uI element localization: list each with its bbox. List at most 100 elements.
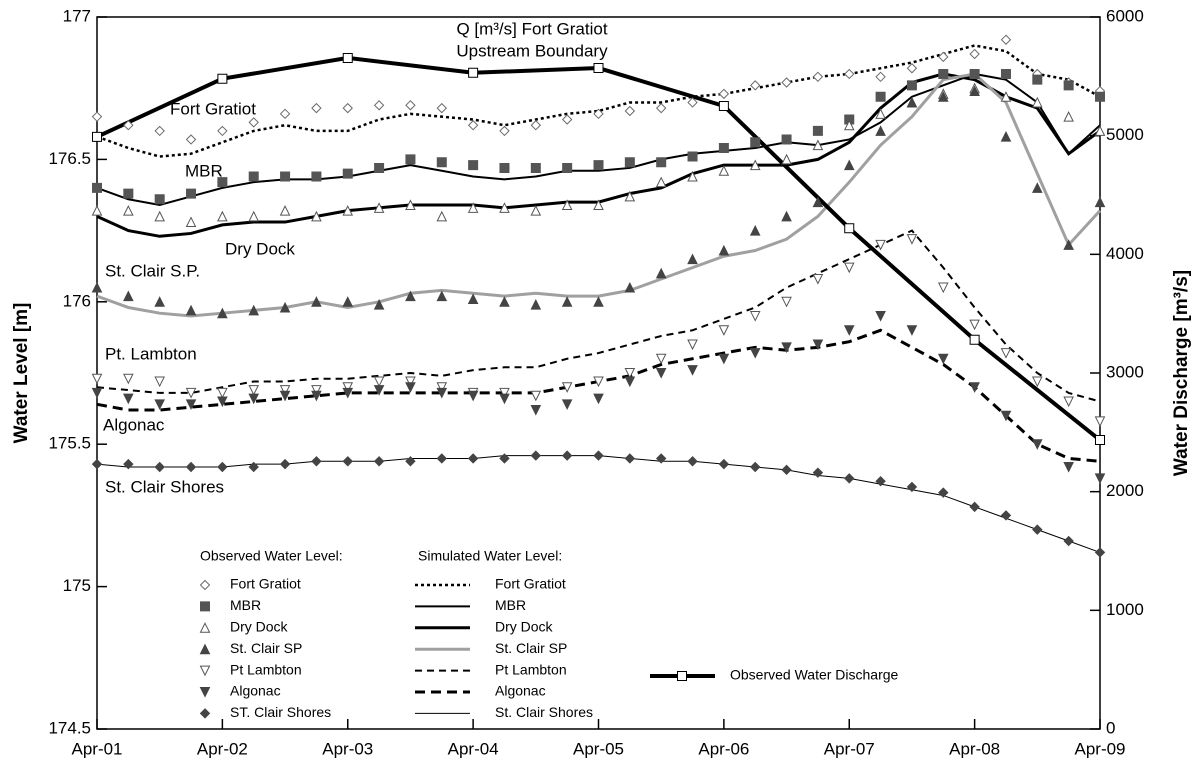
data-point <box>248 117 259 128</box>
y2-tick-label: 4000 <box>1106 244 1144 263</box>
data-point <box>812 71 824 83</box>
data-point <box>906 63 918 74</box>
data-point <box>969 501 980 513</box>
legend-label: Pt Lambton <box>495 661 567 677</box>
data-point <box>248 304 260 316</box>
data-point <box>154 376 165 388</box>
data-point <box>91 281 103 293</box>
x-tick-label: Apr-08 <box>949 739 1000 758</box>
data-point <box>655 353 667 365</box>
data-point <box>217 396 228 408</box>
data-point <box>687 151 698 162</box>
data-point <box>91 205 103 216</box>
data-point <box>405 456 416 467</box>
data-point <box>311 456 322 467</box>
data-point <box>718 244 730 256</box>
data-point <box>373 385 385 396</box>
data-point <box>1000 91 1012 102</box>
data-point <box>1032 376 1043 388</box>
data-point <box>123 188 134 199</box>
data-point <box>812 467 824 478</box>
data-point <box>248 461 259 473</box>
data-point <box>875 91 886 102</box>
data-point <box>154 194 165 205</box>
data-point <box>781 153 792 165</box>
annotation: MBR <box>185 161 223 180</box>
data-point <box>217 307 228 319</box>
data-point <box>843 325 855 336</box>
data-point <box>530 299 542 310</box>
x-tick-label: Apr-05 <box>573 739 624 758</box>
data-point <box>154 461 165 473</box>
data-point <box>624 368 636 379</box>
legend-marker <box>199 708 211 719</box>
data-point <box>342 102 353 114</box>
series-line <box>96 229 1101 403</box>
data-point <box>217 125 228 137</box>
legend-label: Fort Gratiot <box>495 576 566 592</box>
data-point <box>561 450 573 461</box>
annotation: Algonac <box>103 415 165 434</box>
data-point <box>812 339 824 351</box>
data-point <box>812 274 824 285</box>
data-point <box>217 177 228 188</box>
legend-marker <box>199 643 211 655</box>
data-point <box>92 131 102 142</box>
y-tick-label: 176 <box>63 291 91 310</box>
legend-label: St. Clair SP <box>230 640 302 656</box>
data-point <box>561 296 573 307</box>
y2-tick-label: 2000 <box>1106 481 1144 500</box>
data-point <box>937 282 949 294</box>
y-tick-label: 176.5 <box>48 149 91 168</box>
data-point <box>1094 196 1106 208</box>
data-point <box>561 114 573 125</box>
data-point <box>1063 239 1074 250</box>
data-point <box>906 481 918 493</box>
data-point <box>718 165 730 176</box>
data-point <box>812 196 824 208</box>
data-point <box>91 387 103 399</box>
legend-label: Pt Lambton <box>230 661 302 677</box>
data-point <box>1063 396 1074 408</box>
data-point <box>969 382 980 393</box>
data-point <box>342 456 353 467</box>
data-point <box>436 210 448 222</box>
data-point <box>655 453 667 464</box>
data-point <box>436 157 447 168</box>
data-point <box>311 171 322 182</box>
x-tick-label: Apr-01 <box>71 739 122 758</box>
series-line <box>96 455 1101 553</box>
data-point <box>467 390 479 402</box>
data-point <box>248 210 260 222</box>
data-point <box>1063 80 1074 91</box>
data-point <box>561 382 573 393</box>
y2-tick-label: 0 <box>1106 718 1115 737</box>
data-point <box>843 159 855 171</box>
x-tick-label: Apr-03 <box>322 739 373 758</box>
annotation: Dry Dock <box>225 239 295 258</box>
data-point <box>373 456 385 467</box>
legend-marker <box>199 579 211 591</box>
data-point <box>405 154 416 165</box>
data-point <box>185 304 197 316</box>
y-tick-label: 174.5 <box>48 718 91 737</box>
data-point <box>624 105 636 117</box>
data-point <box>468 67 479 78</box>
data-point <box>248 385 260 396</box>
data-point <box>436 382 448 393</box>
x-tick-label: Apr-02 <box>197 739 248 758</box>
data-point <box>687 170 698 182</box>
series-line <box>96 72 1101 238</box>
data-point <box>843 262 855 274</box>
data-point <box>655 102 667 114</box>
annotation: St. Clair S.P. <box>105 261 200 280</box>
data-point <box>499 162 510 173</box>
data-point <box>436 453 447 464</box>
data-point <box>1000 68 1011 79</box>
data-point <box>373 202 385 213</box>
legend-label: Algonac <box>495 683 546 699</box>
series-line <box>96 72 1102 318</box>
data-point <box>373 376 385 388</box>
data-point <box>969 334 980 345</box>
